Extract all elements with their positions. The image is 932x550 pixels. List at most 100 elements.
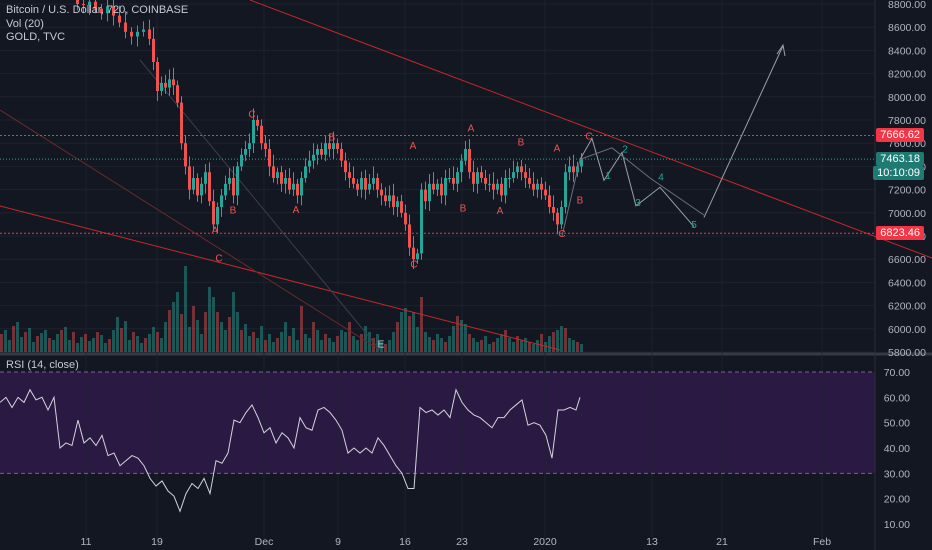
wave-label: A	[212, 225, 219, 236]
wave-label: C	[410, 259, 417, 270]
volume-bar	[268, 334, 271, 352]
candle-body	[248, 143, 251, 149]
volume-bar	[152, 327, 155, 352]
volume-bar	[236, 312, 239, 352]
volume-bar	[580, 344, 583, 352]
candle-body	[484, 178, 487, 184]
volume-bar	[176, 292, 179, 352]
candle-body	[292, 183, 295, 190]
volume-bar	[264, 340, 267, 352]
volume-bar	[168, 310, 171, 352]
candle-body	[448, 178, 451, 179]
volume-bar	[260, 326, 263, 352]
volume-bar	[12, 326, 15, 352]
volume-bar	[292, 328, 295, 352]
volume-bar	[84, 334, 87, 352]
volume-bar	[356, 340, 359, 352]
wave-label: A	[497, 206, 504, 217]
volume-bar	[20, 337, 23, 352]
volume-bar	[160, 338, 163, 352]
volume-bar	[4, 330, 7, 352]
candle-body	[452, 178, 455, 184]
volume-bar	[0, 334, 3, 352]
volume-bar	[400, 312, 403, 352]
candle-body	[176, 85, 179, 103]
candle-body	[440, 183, 443, 196]
volume-bar	[336, 336, 339, 352]
rsi-legend[interactable]: RSI (14, close)	[6, 359, 79, 371]
wave-label: B	[329, 132, 336, 143]
volume-bar	[100, 335, 103, 352]
x-tick-label: 9	[335, 536, 341, 548]
candle-body	[324, 143, 327, 155]
y-tick-label: 8000.00	[888, 92, 926, 104]
candle-body	[336, 143, 339, 149]
x-tick-label: 16	[399, 536, 411, 548]
volume-bar	[172, 302, 175, 352]
candle-body	[88, 1, 91, 6]
wave-label: A	[554, 143, 561, 154]
candle-body	[524, 172, 527, 178]
volume-bar	[460, 320, 463, 352]
candle-body	[276, 172, 279, 178]
volume-bar	[468, 334, 471, 352]
candle-body	[280, 172, 283, 184]
volume-bar	[472, 338, 475, 352]
rsi-tick-label: 10.00	[884, 519, 910, 531]
volume-bar	[48, 338, 51, 352]
candle-body	[516, 166, 519, 173]
y-tick-label: 5800.00	[888, 347, 926, 359]
wave-label: 4	[658, 172, 664, 183]
volume-bar	[300, 306, 303, 352]
volume-bar	[372, 338, 375, 352]
rsi-tick-label: 40.00	[884, 443, 910, 455]
candle-body	[580, 159, 583, 167]
candle-body	[404, 212, 407, 225]
y-tick-label: 7000.00	[888, 208, 926, 220]
wave-label: 2	[622, 144, 628, 155]
volume-bar	[112, 330, 115, 352]
volume-bar	[320, 340, 323, 352]
candle-body	[316, 149, 319, 155]
candle-body	[372, 178, 375, 184]
candle-body	[284, 178, 287, 184]
gold-legend[interactable]: GOLD, TVC	[6, 31, 66, 43]
candle-body	[352, 178, 355, 184]
volume-bar	[60, 330, 63, 352]
candle-body	[348, 172, 351, 178]
candle-body	[532, 183, 535, 190]
symbol-legend[interactable]: Bitcoin / U.S. Dollar, 720, COINBASE	[6, 4, 189, 16]
volume-bar	[452, 326, 455, 352]
candle-body	[468, 149, 471, 173]
candle-body	[544, 189, 547, 196]
volume-bar	[340, 330, 343, 352]
candle-body	[264, 143, 267, 149]
volume-legend[interactable]: Vol (20)	[6, 18, 44, 30]
volume-bar	[8, 340, 11, 352]
candle-body	[244, 149, 247, 155]
wave-label: B	[577, 196, 584, 207]
volume-bar	[76, 343, 79, 352]
volume-bar	[548, 336, 551, 352]
volume-bar	[344, 332, 347, 352]
volume-bar	[244, 324, 247, 352]
candle-body	[364, 178, 367, 190]
candle-body	[196, 178, 199, 196]
candle-body	[396, 201, 399, 207]
candle-body	[436, 183, 439, 190]
volume-bar	[432, 340, 435, 352]
candle-body	[208, 172, 211, 202]
volume-bar	[536, 340, 539, 352]
volume-bar	[224, 330, 227, 352]
volume-bar	[464, 324, 467, 352]
candle-body	[412, 247, 415, 260]
x-tick-label: Feb	[813, 536, 831, 548]
wave-projection-alt	[561, 147, 705, 237]
candle-body	[220, 195, 223, 207]
candle-body	[376, 178, 379, 190]
volume-bar	[44, 330, 47, 352]
volume-bar	[396, 322, 399, 352]
volume-bar	[368, 332, 371, 352]
volume-bar	[188, 327, 191, 352]
